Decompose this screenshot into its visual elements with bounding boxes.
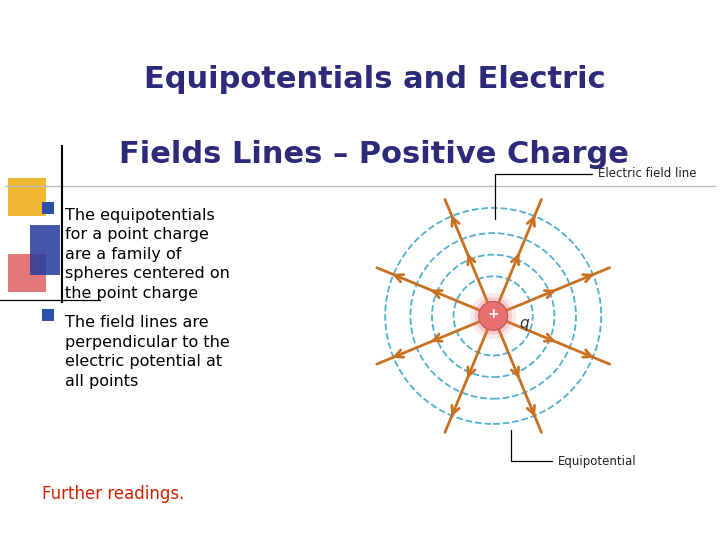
Text: Equipotential: Equipotential (511, 429, 636, 468)
Text: the point charge: the point charge (65, 286, 198, 301)
Text: Fields Lines – Positive Charge: Fields Lines – Positive Charge (120, 140, 629, 170)
Text: Further readings.: Further readings. (42, 485, 184, 503)
Text: +: + (487, 307, 499, 321)
Text: q: q (519, 315, 528, 330)
Circle shape (470, 293, 516, 339)
Bar (42, 309, 54, 321)
Bar (8, 254, 46, 292)
Text: The field lines are: The field lines are (65, 315, 209, 330)
Text: all points: all points (65, 374, 138, 389)
Circle shape (474, 297, 512, 335)
Text: are a family of: are a family of (65, 247, 181, 262)
Bar (8, 178, 46, 216)
Text: The equipotentials: The equipotentials (65, 208, 215, 223)
Text: Electric field line: Electric field line (495, 167, 696, 219)
Text: for a point charge: for a point charge (65, 227, 209, 242)
Bar (30, 225, 60, 275)
Text: spheres centered on: spheres centered on (65, 266, 230, 281)
Circle shape (479, 301, 508, 330)
Text: Equipotentials and Electric: Equipotentials and Electric (143, 65, 606, 94)
Text: electric potential at: electric potential at (65, 354, 222, 369)
Bar (42, 202, 54, 214)
Text: perpendicular to the: perpendicular to the (65, 335, 230, 350)
